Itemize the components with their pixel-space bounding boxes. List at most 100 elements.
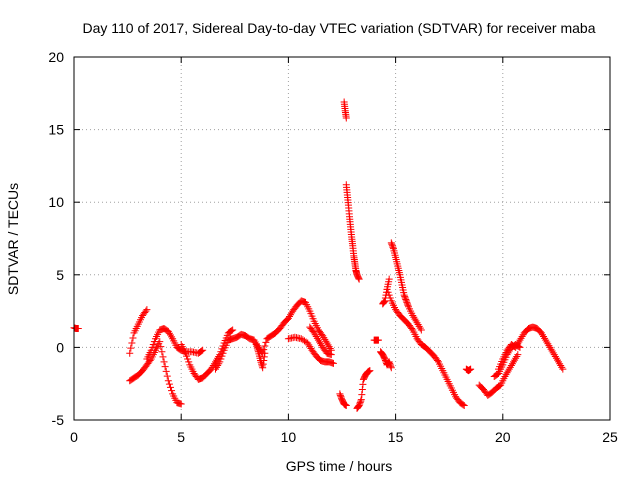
data-point [306, 343, 314, 351]
data-point [403, 300, 411, 308]
data-point [414, 321, 422, 329]
data-point [250, 336, 258, 344]
data-point [160, 358, 168, 366]
data-point [538, 331, 546, 339]
data-point [253, 342, 261, 350]
data-point [199, 346, 207, 354]
data-point [467, 365, 475, 373]
data-point [185, 358, 193, 366]
data-point [327, 351, 335, 359]
data-point [541, 334, 549, 342]
data-point [385, 275, 393, 283]
data-point [260, 353, 268, 361]
y-axis-label: SDTVAR / TECUs [5, 183, 21, 295]
data-point [259, 364, 267, 372]
data-point [356, 400, 364, 408]
data-point [129, 334, 137, 342]
data-point [433, 356, 441, 364]
series-isolated-18.3 [462, 365, 475, 375]
grid [74, 57, 610, 420]
y-tick-label: 5 [56, 267, 64, 283]
plot-frame [73, 56, 611, 421]
data-point [146, 356, 154, 364]
data-point [148, 343, 156, 351]
data-point [149, 340, 157, 348]
data-point [417, 326, 425, 334]
data-point [410, 313, 418, 321]
data-point [386, 361, 394, 369]
data-point [261, 349, 269, 357]
series-cluster-19.5 [475, 351, 522, 399]
series-mid-branch [306, 323, 335, 359]
data-point [158, 348, 166, 356]
data-point [401, 293, 409, 301]
data-point [402, 297, 410, 305]
data-point [342, 401, 350, 409]
data-point [214, 362, 222, 370]
data-point [165, 329, 173, 337]
data-point [323, 339, 331, 347]
series-dip-8.8 [252, 340, 269, 372]
data-point [285, 313, 293, 321]
data-point [142, 307, 150, 315]
data-point [354, 403, 362, 411]
data-point [359, 380, 367, 388]
data-point [258, 362, 266, 370]
data-point [198, 347, 206, 355]
data-point [305, 341, 313, 349]
data-point [412, 317, 420, 325]
series-decay-12.7 [342, 181, 363, 283]
data-point [287, 311, 295, 319]
data-point [546, 343, 554, 351]
data-point [356, 399, 364, 407]
chart-title: Day 110 of 2017, Sidereal Day-to-day VTE… [82, 20, 595, 36]
data-point [504, 349, 512, 357]
series-low-track-1 [126, 338, 185, 408]
data-point [558, 363, 566, 371]
data-point [518, 333, 526, 341]
data-point [551, 352, 559, 360]
data-point [415, 322, 423, 330]
data-point [516, 343, 524, 351]
data-point [548, 347, 556, 355]
data-point [400, 291, 408, 299]
data-point [181, 349, 189, 357]
x-tick-label: 20 [495, 429, 511, 445]
data-point [516, 336, 524, 344]
data-point [387, 364, 395, 372]
data-point [319, 332, 327, 340]
data-point [459, 401, 467, 409]
data-point [219, 349, 227, 357]
data-point [184, 355, 192, 363]
data-point [358, 386, 366, 394]
data-point [253, 344, 261, 352]
data-point [385, 358, 393, 366]
data-point [357, 397, 365, 405]
data-point [166, 383, 174, 391]
data-point [386, 359, 394, 367]
data-point [261, 342, 269, 350]
data-point [312, 333, 320, 341]
data-point [507, 362, 515, 370]
data-point [342, 114, 350, 122]
data-point [537, 329, 545, 337]
data-point [218, 352, 226, 360]
data-point [512, 354, 520, 362]
data-point [460, 401, 468, 409]
x-axis-label: GPS time / hours [286, 458, 393, 474]
data-point [74, 325, 82, 333]
data-point [556, 360, 564, 368]
data-point [159, 353, 167, 361]
x-tick-label: 10 [281, 429, 297, 445]
data-point [402, 295, 410, 303]
data-point [503, 351, 511, 359]
data-point [216, 358, 224, 366]
series-rise-1 [126, 306, 151, 357]
data-point [557, 362, 565, 370]
data-point [504, 367, 512, 375]
data-point [143, 306, 151, 314]
data-point [515, 343, 523, 351]
data-point [543, 338, 551, 346]
data-point [388, 240, 396, 248]
data-point [128, 339, 136, 347]
